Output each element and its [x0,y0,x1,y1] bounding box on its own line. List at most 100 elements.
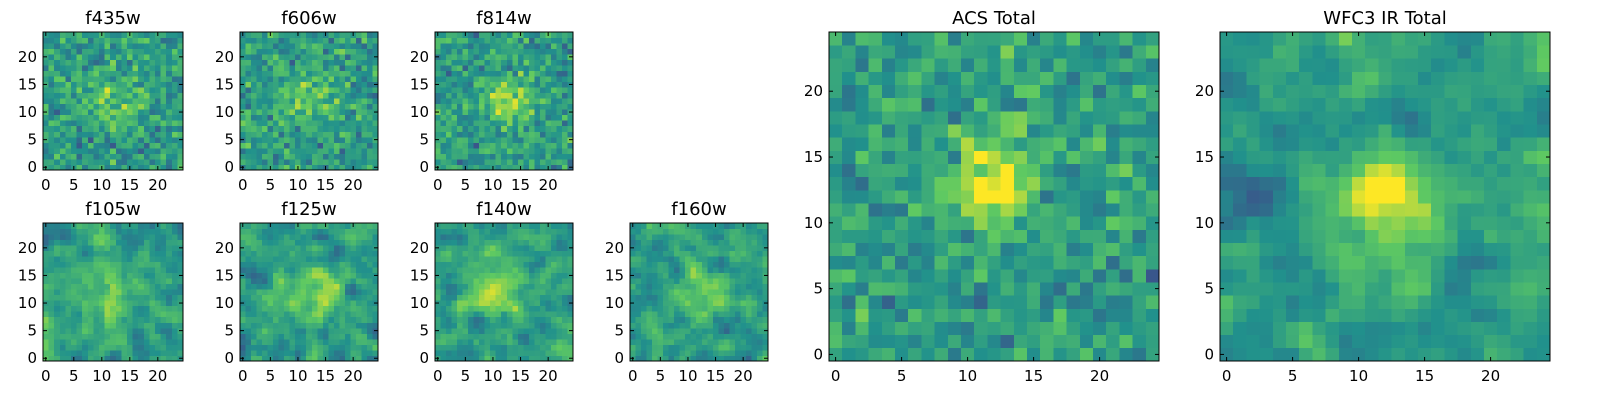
heatmap-cell [87,120,94,127]
heatmap-cell [76,81,83,88]
heatmap-cell [451,120,458,127]
heatmap-cell [132,43,139,49]
heatmap-cell [523,164,530,171]
heatmap-cell [1119,229,1133,243]
heatmap-cell [561,136,568,143]
heatmap-cell [473,234,480,240]
heatmap-cell [104,54,111,60]
heatmap-cell [333,338,340,345]
heatmap-cell [550,311,557,318]
heatmap-cell [245,87,252,94]
heatmap-cell [881,242,896,257]
heatmap-cell [256,305,263,312]
heatmap-cell [121,81,128,88]
heatmap-cell [1119,295,1133,309]
heatmap-cell [829,255,843,270]
heatmap-cell [484,164,491,171]
heatmap-cell [567,92,574,99]
heatmap-cell [663,322,670,329]
heatmap-cell [121,261,128,268]
heatmap-cell [328,234,335,240]
heatmap-cell [468,267,475,274]
heatmap-cell [539,32,546,38]
heatmap-cell [457,311,463,318]
heatmap-cell [751,289,758,296]
heatmap-cell [457,355,463,362]
heatmap-cell [1093,242,1107,257]
heatmap-cell [54,92,61,99]
heatmap-cell [278,223,285,229]
heatmap-cell [440,48,447,55]
heatmap-cell [495,65,502,72]
heatmap-cell [143,153,150,160]
heatmap-cell [523,32,530,38]
heatmap-cell [701,338,708,345]
heatmap-cell [99,261,105,268]
heatmap-cell [300,250,307,257]
heatmap-cell [82,76,89,83]
x-tick-label: 20 [539,367,558,385]
heatmap-cell [729,223,736,229]
heatmap-cell [311,239,318,246]
heatmap-cell [440,267,447,274]
heatmap-cell [855,163,869,178]
heatmap-cell [756,272,763,279]
heatmap-cell [317,267,324,274]
heatmap-cell [934,189,949,204]
heatmap-cell [48,223,55,229]
heatmap-cell [48,54,55,60]
heatmap-cell [462,43,469,49]
heatmap-cell [284,98,291,105]
heatmap-cell [306,289,313,296]
heatmap-cell [361,245,368,251]
heatmap-cell [556,120,563,127]
heatmap-cell [657,349,664,356]
heatmap-cell [756,278,763,285]
heatmap-cell [322,294,329,301]
heatmap-cell [512,234,519,240]
heatmap-cell [262,355,268,362]
heatmap-cell [166,355,173,362]
heatmap-cell [127,131,133,138]
heatmap-cell [155,131,161,138]
heatmap-cell [93,131,100,138]
heatmap-cell [361,355,368,362]
heatmap-cell [484,300,491,307]
heatmap-cell [635,289,642,296]
heatmap-cell [740,349,747,356]
heatmap-cell [829,321,843,336]
heatmap-cell [177,234,184,240]
heatmap-cell [43,311,49,318]
heatmap-cell [93,103,100,110]
heatmap-cell [273,322,280,329]
heatmap-cell [473,76,480,83]
heatmap-cell [490,333,497,340]
heatmap-cell [501,142,508,149]
heatmap-cell [1053,176,1067,191]
heatmap-cell [712,311,719,318]
y-tick-label: 20 [605,239,624,257]
heatmap-cell [512,76,519,83]
heatmap-cell [479,37,486,44]
heatmap-cell [104,349,111,356]
heatmap-cell [361,98,368,105]
heatmap-cell [674,355,681,362]
heatmap-cell [473,272,480,279]
heatmap-cell [278,109,285,116]
heatmap-cell [115,300,122,307]
heatmap-cell [132,164,139,171]
heatmap-cell [462,131,469,138]
heatmap-cell [48,289,55,296]
heatmap-cell [76,92,83,99]
heatmap-cell [295,76,302,83]
heatmap-cell [251,37,257,44]
heatmap-cell [177,142,184,149]
heatmap-cell [567,114,574,121]
heatmap-cell [490,147,497,154]
heatmap-cell [138,164,145,171]
heatmap-cell [556,245,563,251]
heatmap-cell [317,272,324,279]
heatmap-cell [457,223,463,229]
heatmap-cell [657,272,664,279]
heatmap-cell [718,272,725,279]
